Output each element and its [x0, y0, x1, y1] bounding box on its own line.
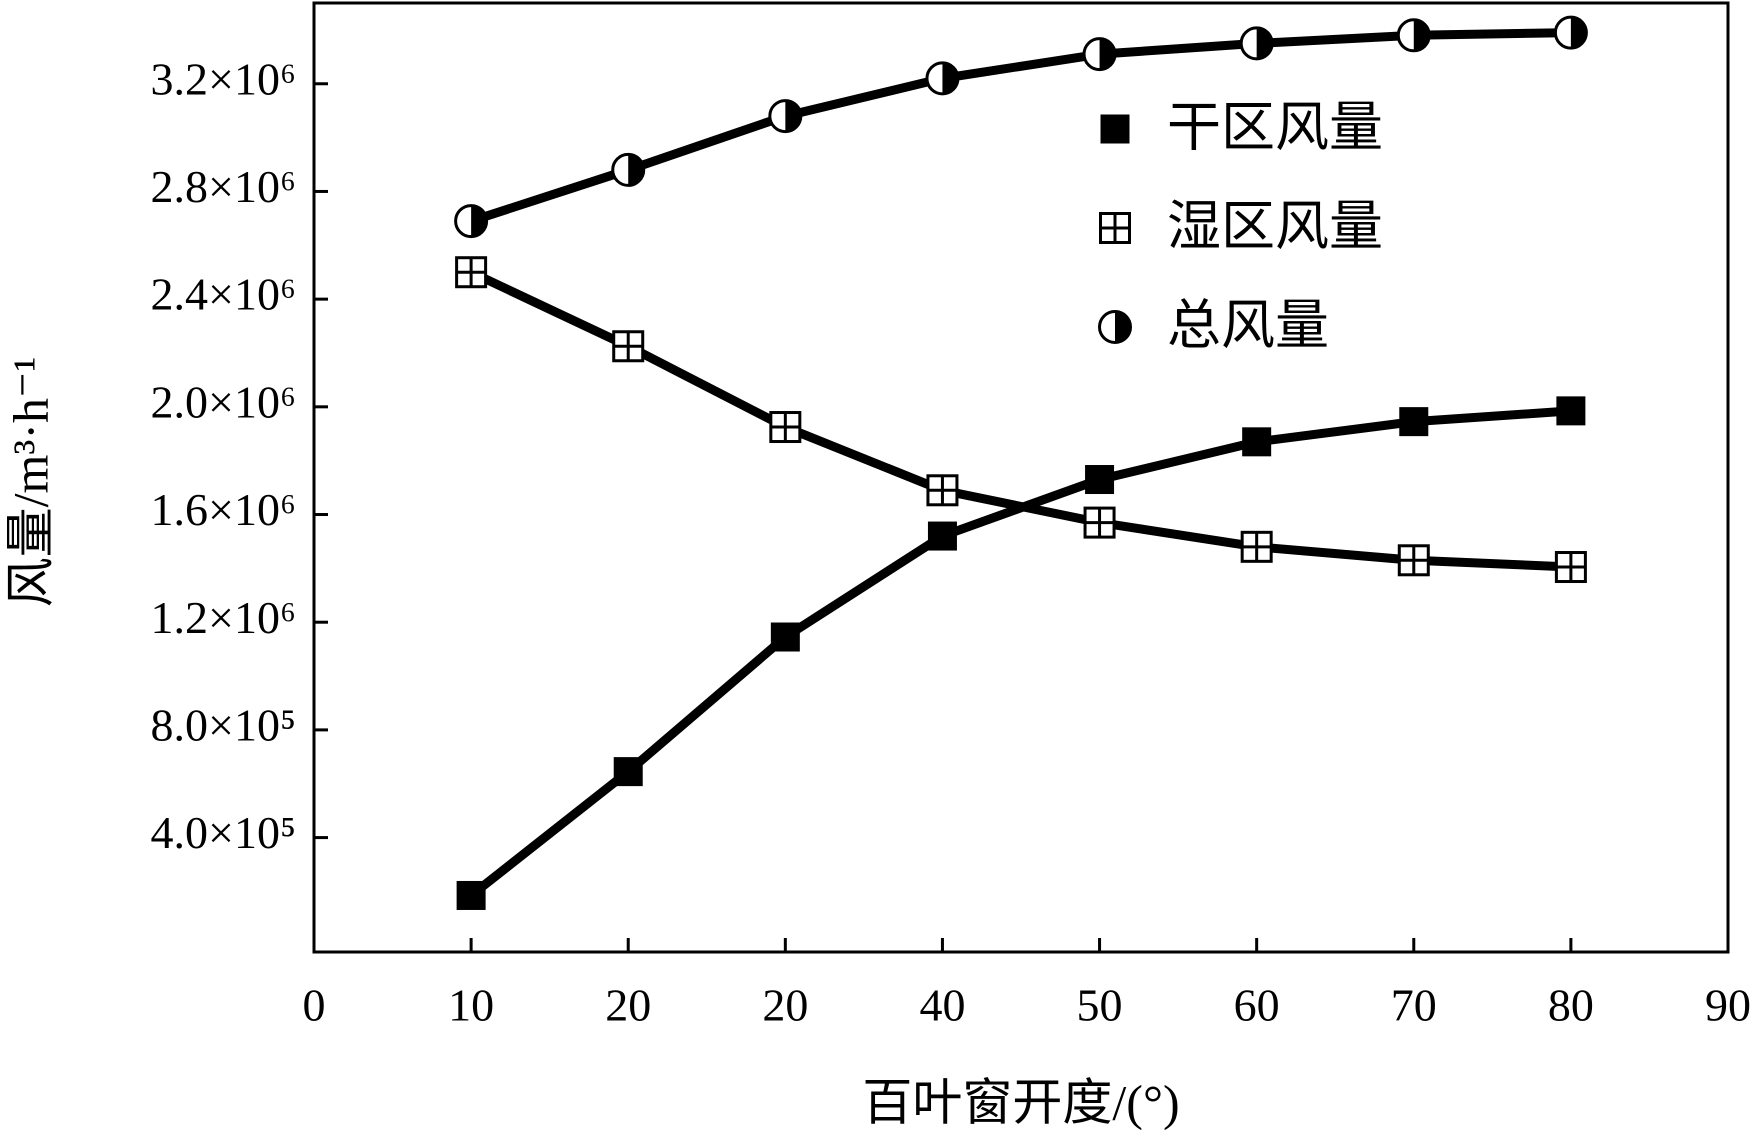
data-point	[1083, 506, 1116, 539]
data-point	[1396, 18, 1431, 53]
data-point	[768, 99, 803, 134]
data-point-cross	[927, 475, 957, 505]
data-point	[769, 411, 802, 444]
data-point-half	[1570, 17, 1587, 49]
legend-marker-cross	[1100, 213, 1130, 243]
legend-label: 总风量	[1167, 295, 1329, 355]
series-line	[469, 268, 1572, 572]
data-point	[1397, 544, 1430, 577]
y-tick-label: 2.4×10⁶	[151, 269, 296, 320]
data-point	[1239, 26, 1274, 61]
data-point-cross	[1556, 552, 1586, 582]
data-point-cross	[1085, 508, 1115, 538]
series-line	[469, 28, 1571, 226]
data-point	[925, 61, 960, 96]
data-point-half	[471, 205, 487, 237]
data-point-shape	[1556, 396, 1586, 426]
data-point	[1240, 530, 1273, 563]
data-point-half	[628, 154, 644, 186]
y-tick-label: 4.0×10⁵	[151, 807, 296, 858]
data-point	[926, 474, 959, 507]
data-point	[1399, 407, 1429, 437]
data-point	[456, 880, 486, 910]
data-point-half	[1099, 38, 1116, 70]
data-point-cross	[770, 412, 800, 442]
x-tick-label: 70	[1391, 980, 1437, 1031]
data-point	[612, 330, 645, 363]
y-tick-label: 3.2×10⁶	[151, 53, 296, 104]
x-tick-label: 10	[448, 980, 494, 1031]
data-point-cross	[456, 257, 486, 287]
data-point	[455, 256, 488, 289]
data-point	[770, 622, 800, 652]
data-point	[927, 521, 957, 551]
data-point	[1242, 427, 1272, 457]
data-point-half	[785, 100, 801, 132]
data-point	[1553, 15, 1588, 50]
data-point-shape	[1242, 427, 1272, 457]
legend-marker-half	[1115, 311, 1131, 343]
data-point-cross	[613, 331, 643, 361]
y-axis-label: 风量/m³·h⁻¹	[2, 357, 58, 608]
data-point	[1554, 551, 1587, 584]
legend-marker	[1099, 212, 1131, 244]
data-point-cross	[1399, 545, 1429, 575]
legend-label: 湿区风量	[1167, 196, 1383, 256]
y-tick-label: 1.6×10⁶	[151, 484, 296, 535]
y-tick-label: 1.2×10⁶	[151, 592, 296, 643]
data-point-shape	[1399, 407, 1429, 437]
data-point-shape	[770, 622, 800, 652]
legend-label: 干区风量	[1167, 97, 1383, 157]
x-tick-label: 20	[605, 980, 651, 1031]
data-point	[454, 204, 489, 239]
x-tick-label: 50	[1077, 980, 1123, 1031]
x-axis-label: 百叶窗开度/(°)	[862, 1074, 1179, 1130]
x-tick-label: 60	[1234, 980, 1280, 1031]
legend-marker-shape	[1100, 114, 1130, 144]
data-point-shape	[927, 521, 957, 551]
data-point-half	[942, 62, 958, 94]
y-tick-label: 8.0×10⁵	[151, 699, 296, 750]
plot-frame	[312, 1, 1730, 954]
x-tick-label: 20	[762, 980, 808, 1031]
legend-marker	[1100, 114, 1130, 144]
data-point	[1556, 396, 1586, 426]
data-point-shape	[1085, 465, 1115, 495]
data-point-cross	[1242, 532, 1272, 562]
series-line	[468, 406, 1572, 899]
y-tick-label: 2.0×10⁶	[151, 376, 296, 427]
x-tick-label: 40	[919, 980, 965, 1031]
y-tick-label: 2.8×10⁶	[151, 161, 296, 212]
data-point-half	[1413, 19, 1430, 51]
legend-marker	[1098, 310, 1132, 344]
x-tick-label: 90	[1705, 980, 1751, 1031]
data-point-shape	[613, 757, 643, 787]
data-point	[1085, 465, 1115, 495]
data-point	[611, 152, 646, 187]
data-point-shape	[456, 880, 486, 910]
data-point	[1082, 37, 1117, 72]
x-tick-label: 0	[303, 980, 326, 1031]
data-point-half	[1256, 27, 1273, 59]
data-point	[613, 757, 643, 787]
x-tick-label: 80	[1548, 980, 1594, 1031]
